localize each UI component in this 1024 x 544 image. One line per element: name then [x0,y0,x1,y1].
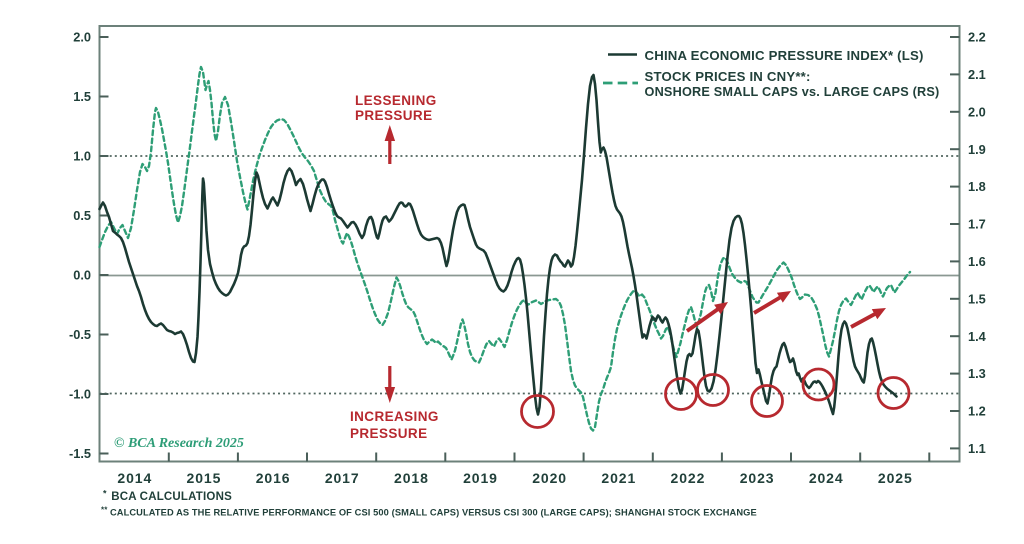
svg-text:2019: 2019 [463,470,498,486]
svg-text:1.0: 1.0 [73,149,91,164]
svg-text:1.5: 1.5 [73,89,91,104]
svg-text:2.0: 2.0 [968,104,986,119]
svg-text:1.1: 1.1 [968,441,986,456]
svg-text:1.7: 1.7 [968,217,986,232]
svg-text:2018: 2018 [394,470,429,486]
svg-text:© BCA Research 2025: © BCA Research 2025 [114,436,244,451]
svg-text:0.0: 0.0 [73,268,91,283]
svg-text:STOCK PRICES IN CNY**:: STOCK PRICES IN CNY**: [645,69,811,84]
svg-text:-0.5: -0.5 [69,327,91,342]
svg-text:2015: 2015 [187,470,222,486]
svg-text:2024: 2024 [809,470,844,486]
svg-text:2025: 2025 [878,470,913,486]
svg-text:2.2: 2.2 [968,30,986,45]
svg-text:1.8: 1.8 [968,179,986,194]
svg-text:1.3: 1.3 [968,366,986,381]
svg-text:2021: 2021 [601,470,636,486]
svg-text:-1.5: -1.5 [69,446,91,461]
svg-text:1.4: 1.4 [968,329,987,344]
svg-text:LESSENING: LESSENING [355,93,437,108]
svg-text:1.5: 1.5 [968,291,986,306]
svg-text:**CALCULATED AS THE RELATIVE P: ** CALCULATED AS THE RELATIVE PERFORMANCE… [101,506,757,518]
svg-text:2017: 2017 [325,470,360,486]
svg-text:2.1: 2.1 [968,67,986,82]
svg-text:*BCA CALCULATIONS: * BCA CALCULATIONS [103,489,232,504]
svg-text:PRESSURE: PRESSURE [350,426,427,441]
svg-text:ONSHORE SMALL CAPS vs. LARGE C: ONSHORE SMALL CAPS vs. LARGE CAPS (RS) [645,85,940,99]
svg-text:2014: 2014 [117,470,152,486]
svg-text:CHINA ECONOMIC PRESSURE INDEX*: CHINA ECONOMIC PRESSURE INDEX* (LS) [645,48,924,63]
svg-text:2016: 2016 [256,470,291,486]
svg-text:2023: 2023 [740,470,775,486]
svg-text:2.0: 2.0 [73,30,91,45]
svg-text:1.9: 1.9 [968,142,986,157]
svg-text:0.5: 0.5 [73,208,91,223]
svg-text:PRESSURE: PRESSURE [355,108,432,123]
svg-text:2022: 2022 [671,470,706,486]
svg-text:1.6: 1.6 [968,254,986,269]
svg-text:2020: 2020 [532,470,567,486]
svg-text:INCREASING: INCREASING [350,409,439,424]
svg-text:1.2: 1.2 [968,404,986,419]
svg-text:-1.0: -1.0 [69,387,91,402]
